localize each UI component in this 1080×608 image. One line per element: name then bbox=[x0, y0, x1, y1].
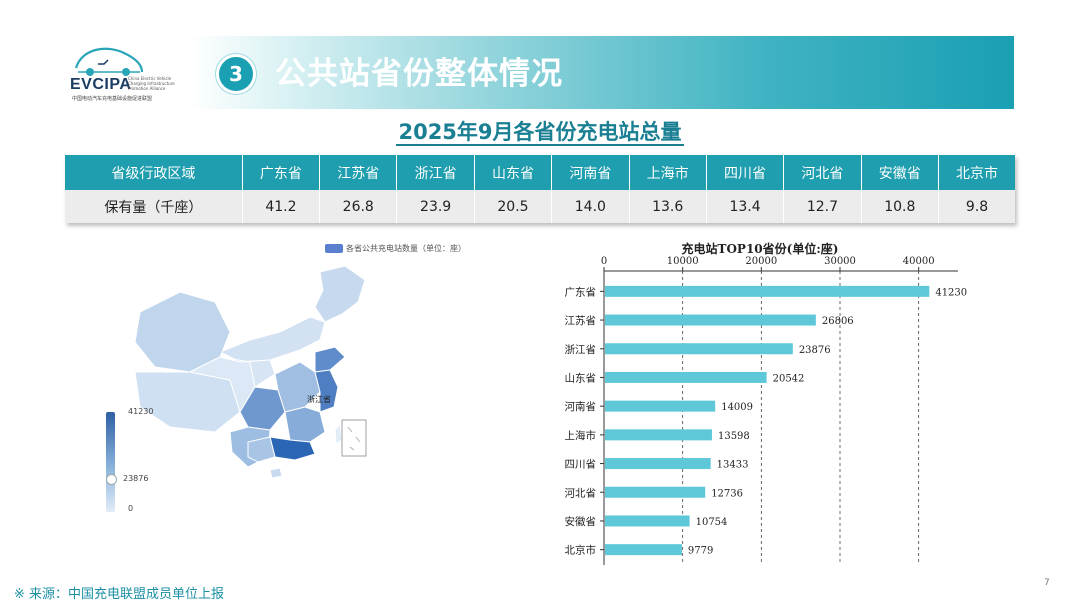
table-row: 保有量（千座） 41.2 26.8 23.9 20.5 14.0 13.6 13… bbox=[65, 190, 1015, 223]
bar bbox=[605, 314, 816, 326]
table-cell: 41.2 bbox=[242, 190, 321, 223]
map-legend-label: 各省公共充电站数量（单位：座） bbox=[346, 244, 466, 253]
table-header-row: 省级行政区域 广东省 江苏省 浙江省 山东省 河南省 上海市 四川省 河北省 安… bbox=[65, 155, 1015, 190]
category-label: 上海市 bbox=[565, 429, 597, 442]
x-tick-label: 20000 bbox=[745, 256, 777, 267]
source-note: ※ 来源：中国充电联盟成员单位上报 bbox=[14, 587, 225, 602]
logo-english-name: China Electric Vehicle Charging Infrastr… bbox=[128, 76, 175, 91]
table-header-cell: 安徽省 bbox=[861, 155, 939, 190]
table-header-cell: 浙江省 bbox=[396, 155, 475, 190]
map-region-central bbox=[274, 361, 321, 413]
data-label: 10754 bbox=[696, 517, 728, 528]
bar bbox=[605, 285, 930, 297]
south-china-sea-inset bbox=[341, 419, 367, 457]
x-tick-label: 10000 bbox=[667, 256, 699, 267]
logo-name: EVCIPA bbox=[70, 76, 132, 93]
table-cell: 23.9 bbox=[396, 190, 475, 223]
x-tick-label: 40000 bbox=[903, 256, 935, 267]
page-number: 7 bbox=[1044, 578, 1050, 588]
table-cell: 9.8 bbox=[938, 190, 1015, 223]
x-tick-label: 0 bbox=[601, 256, 607, 267]
table-header-cell: 北京市 bbox=[938, 155, 1015, 190]
map-scale-min: 0 bbox=[128, 504, 134, 513]
data-label: 9779 bbox=[688, 546, 713, 557]
map-region-hainan bbox=[269, 467, 283, 479]
table-subtitle: 2025年9月各省份充电站总量 bbox=[0, 116, 1080, 146]
map-region-inner-mongolia bbox=[218, 316, 326, 363]
map-highlight-label: 浙江省 bbox=[307, 394, 331, 404]
bar bbox=[605, 371, 767, 383]
data-label: 13598 bbox=[718, 431, 750, 442]
category-label: 四川省 bbox=[565, 458, 597, 471]
bar bbox=[605, 458, 711, 470]
map-legend[interactable]: 各省公共充电站数量（单位：座） bbox=[325, 243, 466, 254]
category-label: 浙江省 bbox=[565, 343, 597, 356]
table-cell: 26.8 bbox=[319, 190, 398, 223]
table-header-cell: 河南省 bbox=[551, 155, 630, 190]
data-label: 14009 bbox=[721, 402, 753, 413]
table-cell: 12.7 bbox=[783, 190, 862, 223]
map-region-shandong bbox=[314, 346, 346, 373]
table-cell: 10.8 bbox=[861, 190, 939, 223]
map-scale-max: 41230 bbox=[128, 407, 154, 416]
table-header-cell: 省级行政区域 bbox=[65, 155, 243, 190]
map-scale-handle[interactable] bbox=[106, 474, 117, 485]
table-header-cell: 山东省 bbox=[474, 155, 553, 190]
table-header-cell: 上海市 bbox=[629, 155, 707, 190]
table-header-cell: 广东省 bbox=[242, 155, 321, 190]
bar bbox=[605, 515, 690, 527]
map-region-tibet bbox=[134, 371, 241, 433]
top10-bar-chart: 0 10000 20000 30000 40000 广东省 41230 江苏省 26806 浙江省… bbox=[565, 256, 967, 565]
data-label: 41230 bbox=[935, 287, 967, 298]
bar bbox=[605, 429, 712, 441]
table-header-cell: 江苏省 bbox=[319, 155, 398, 190]
bar bbox=[605, 544, 682, 556]
table-cell: 14.0 bbox=[551, 190, 630, 223]
data-label: 26806 bbox=[822, 316, 854, 327]
table-cell: 20.5 bbox=[474, 190, 553, 223]
section-number-badge: 3 bbox=[216, 54, 256, 94]
table-subtitle-text: 2025年9月各省份充电站总量 bbox=[396, 120, 684, 146]
map-region-taiwan bbox=[334, 422, 343, 445]
china-choropleth-map[interactable]: 浙江省 bbox=[120, 262, 420, 532]
bar bbox=[605, 343, 793, 355]
table-cell: 13.4 bbox=[706, 190, 785, 223]
page-title: 公共站省份整体情况 bbox=[275, 56, 563, 92]
map-legend-swatch bbox=[325, 244, 343, 253]
province-summary-table: 省级行政区域 广东省 江苏省 浙江省 山东省 河南省 上海市 四川省 河北省 安… bbox=[65, 155, 1015, 223]
logo-org-name: 中国电动汽车充电基础设施促进联盟 bbox=[72, 96, 153, 102]
data-label: 23876 bbox=[799, 345, 831, 356]
category-label: 山东省 bbox=[565, 371, 597, 384]
map-scale-current: 23876 bbox=[123, 474, 149, 483]
bar bbox=[605, 486, 706, 498]
bar bbox=[605, 400, 716, 412]
category-label: 安徽省 bbox=[565, 515, 597, 528]
data-label: 20542 bbox=[773, 373, 805, 384]
category-label: 河南省 bbox=[565, 400, 597, 413]
table-header-cell: 四川省 bbox=[706, 155, 785, 190]
table-cell: 13.6 bbox=[629, 190, 707, 223]
category-label: 广东省 bbox=[565, 285, 597, 298]
map-region-jiangsu-zhejiang bbox=[314, 369, 339, 413]
map-region-southeast bbox=[284, 406, 326, 443]
category-label: 北京市 bbox=[565, 544, 597, 557]
map-region-guangxi bbox=[247, 436, 276, 463]
data-label: 13433 bbox=[717, 460, 749, 471]
category-label: 河北省 bbox=[565, 486, 597, 499]
map-visual-scale[interactable] bbox=[106, 412, 115, 512]
x-tick-label: 30000 bbox=[824, 256, 856, 267]
map-region-northeast bbox=[314, 265, 366, 323]
data-label: 12736 bbox=[711, 488, 743, 499]
category-label: 江苏省 bbox=[565, 314, 597, 327]
table-cell: 保有量（千座） bbox=[65, 190, 243, 223]
header-banner bbox=[190, 36, 1014, 109]
bar-chart-title: 充电站TOP10省份(单位:座) bbox=[681, 242, 839, 256]
evcipa-logo bbox=[74, 47, 144, 76]
table-header-cell: 河北省 bbox=[783, 155, 862, 190]
